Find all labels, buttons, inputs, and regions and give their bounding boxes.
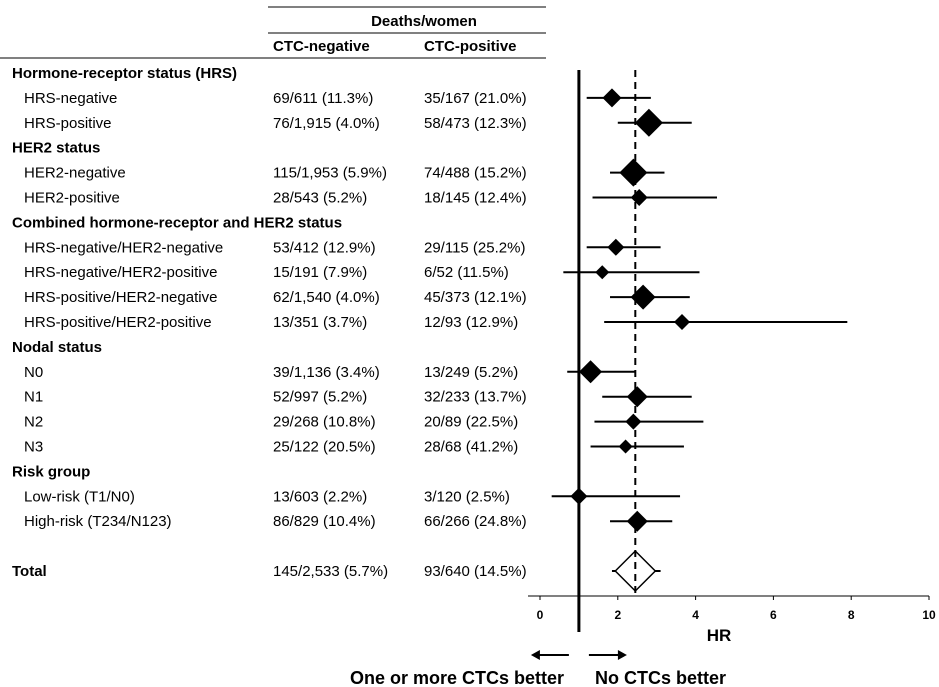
ctc-positive-value: 66/266 (24.8%)	[424, 513, 527, 530]
row-label: HER2-positive	[24, 190, 120, 207]
row-label: HRS-positive	[24, 115, 112, 132]
ctc-positive-value: 12/93 (12.9%)	[424, 314, 518, 331]
total-diamond-marker	[614, 549, 657, 593]
x-axis-label: HR	[707, 626, 732, 645]
ctc-positive-value: 20/89 (22.5%)	[424, 414, 518, 431]
ctc-negative-value: 76/1,915 (4.0%)	[273, 115, 380, 132]
ctc-positive-value: 35/167 (21.0%)	[424, 90, 527, 107]
x-axis-tick-label: 0	[537, 608, 544, 622]
ctc-negative-value: 39/1,136 (3.4%)	[273, 364, 380, 381]
hr-diamond-marker	[634, 108, 663, 137]
hr-diamond-marker	[626, 510, 648, 532]
total-label: Total	[12, 563, 47, 580]
hr-diamond-marker	[595, 265, 610, 280]
x-axis-tick-label: 6	[770, 608, 777, 622]
row-label: N0	[24, 364, 43, 381]
ctc-negative-value: 29/268 (10.8%)	[273, 414, 376, 431]
header-ctc-negative: CTC-negative	[273, 38, 370, 55]
hr-diamond-marker	[673, 314, 690, 330]
right-arrow-head	[617, 650, 627, 660]
x-axis-tick-label: 4	[692, 608, 699, 622]
hr-diamond-marker	[625, 413, 642, 430]
ctc-positive-value: 45/373 (12.1%)	[424, 289, 527, 306]
header-group-label: Deaths/women	[371, 13, 477, 30]
row-label: N2	[24, 414, 43, 431]
header-ctc-positive: CTC-positive	[424, 38, 517, 55]
hr-diamond-marker	[602, 88, 622, 108]
ctc-negative-value: 15/191 (7.9%)	[273, 264, 367, 281]
x-axis-tick-label: 2	[614, 608, 621, 622]
section-heading: HER2 status	[12, 140, 100, 157]
section-heading: Hormone-receptor status (HRS)	[12, 65, 237, 82]
row-label: Low-risk (T1/N0)	[24, 488, 135, 505]
ctc-positive-value: 74/488 (15.2%)	[424, 165, 527, 182]
ctc-positive-value: 3/120 (2.5%)	[424, 488, 510, 505]
row-label: HRS-negative/HER2-positive	[24, 264, 217, 281]
hr-diamond-marker	[607, 238, 625, 256]
row-label: HRS-positive/HER2-negative	[24, 289, 217, 306]
ctc-positive-value: 29/115 (25.2%)	[424, 239, 525, 256]
ctc-negative-value: 62/1,540 (4.0%)	[273, 289, 380, 306]
hr-diamond-marker	[626, 386, 648, 408]
row-label: HRS-positive/HER2-positive	[24, 314, 212, 331]
hr-diamond-marker	[579, 360, 603, 384]
ctc-positive-value: 18/145 (12.4%)	[424, 190, 527, 207]
row-label: HER2-negative	[24, 165, 126, 182]
row-label: N3	[24, 439, 43, 456]
direction-label-left: One or more CTCs better	[350, 668, 564, 687]
total-ctc-positive-value: 93/640 (14.5%)	[424, 563, 527, 580]
plot-area: 0 2 4 6 8 10 HR One or more CTCs better No CTCs …	[350, 70, 936, 687]
row-label: HRS-negative/HER2-negative	[24, 239, 223, 256]
row-label: N1	[24, 389, 43, 406]
ctc-positive-value: 58/473 (12.3%)	[424, 115, 527, 132]
ctc-negative-value: 13/351 (3.7%)	[273, 314, 367, 331]
section-heading: Combined hormone-receptor and HER2 statu…	[12, 214, 342, 231]
section-heading: Risk group	[12, 463, 90, 480]
ctc-positive-value: 13/249 (5.2%)	[424, 364, 518, 381]
ctc-negative-value: 53/412 (12.9%)	[273, 239, 376, 256]
ctc-positive-value: 32/233 (13.7%)	[424, 389, 527, 406]
hr-diamond-marker	[618, 439, 633, 454]
ctc-negative-value: 52/997 (5.2%)	[273, 389, 367, 406]
ctc-positive-value: 6/52 (11.5%)	[424, 264, 509, 281]
ctc-negative-value: 69/611 (11.3%)	[273, 90, 373, 107]
x-axis-tick-label: 8	[848, 608, 855, 622]
ctc-negative-value: 13/603 (2.2%)	[273, 488, 367, 505]
ctc-negative-value: 25/122 (20.5%)	[273, 439, 376, 456]
hr-diamond-marker	[630, 284, 656, 310]
total-ctc-negative-value: 145/2,533 (5.7%)	[273, 563, 388, 580]
ctc-positive-value: 28/68 (41.2%)	[424, 439, 518, 456]
ctc-negative-value: 115/1,953 (5.9%)	[273, 165, 387, 182]
ctc-negative-value: 28/543 (5.2%)	[273, 190, 367, 207]
hr-diamond-marker	[619, 158, 648, 187]
row-label: High-risk (T234/N123)	[24, 513, 172, 530]
left-arrow-head	[530, 650, 540, 660]
section-heading: Nodal status	[12, 339, 102, 356]
hr-diamond-marker	[630, 189, 648, 206]
direction-label-right: No CTCs better	[595, 668, 726, 687]
ctc-negative-value: 86/829 (10.4%)	[273, 513, 376, 530]
x-axis-tick-label: 10	[922, 608, 936, 622]
row-label: HRS-negative	[24, 90, 117, 107]
